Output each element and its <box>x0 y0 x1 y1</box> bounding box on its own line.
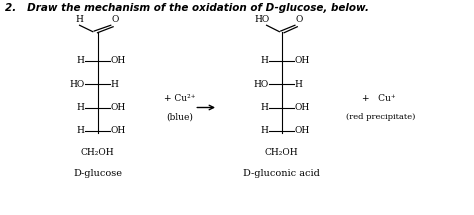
Text: (blue): (blue) <box>167 113 193 122</box>
Text: O: O <box>112 15 119 25</box>
Text: (red precipitate): (red precipitate) <box>346 113 416 121</box>
Text: + Cu²⁺: + Cu²⁺ <box>164 94 196 103</box>
Text: H: H <box>295 80 303 89</box>
Text: HO: HO <box>69 80 84 89</box>
Text: H: H <box>261 56 268 65</box>
Text: +   Cu⁺: + Cu⁺ <box>362 94 395 103</box>
Text: D-glucose: D-glucose <box>73 169 122 178</box>
Text: HO: HO <box>253 80 268 89</box>
Text: H: H <box>76 126 84 135</box>
Text: OH: OH <box>111 126 126 135</box>
Text: CH₂OH: CH₂OH <box>81 148 114 157</box>
Text: CH₂OH: CH₂OH <box>265 148 299 157</box>
Text: H: H <box>76 56 84 65</box>
Text: OH: OH <box>111 56 126 65</box>
Text: OH: OH <box>111 103 126 112</box>
Text: H: H <box>111 80 118 89</box>
Text: H: H <box>76 15 83 25</box>
Text: O: O <box>296 15 303 25</box>
Text: OH: OH <box>295 56 310 65</box>
Text: H: H <box>76 103 84 112</box>
Text: D-gluconic acid: D-gluconic acid <box>243 169 320 178</box>
Text: HO: HO <box>254 15 270 25</box>
Text: OH: OH <box>295 103 310 112</box>
Text: OH: OH <box>295 126 310 135</box>
Text: H: H <box>261 103 268 112</box>
Text: 2.   Draw the mechanism of the oxidation of D-glucose, below.: 2. Draw the mechanism of the oxidation o… <box>5 3 369 13</box>
Text: H: H <box>261 126 268 135</box>
